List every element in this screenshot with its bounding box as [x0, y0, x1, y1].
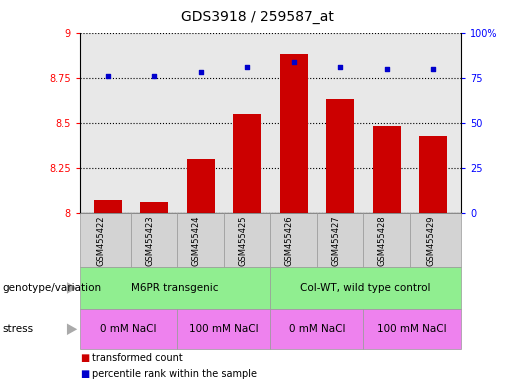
- Point: [336, 64, 344, 70]
- Text: genotype/variation: genotype/variation: [3, 283, 101, 293]
- Text: M6PR transgenic: M6PR transgenic: [131, 283, 219, 293]
- Text: transformed count: transformed count: [92, 353, 182, 363]
- Text: GSM455422: GSM455422: [96, 215, 106, 266]
- Point: [150, 73, 158, 79]
- Text: GSM455427: GSM455427: [331, 215, 340, 266]
- Text: 100 mM NaCl: 100 mM NaCl: [189, 324, 259, 334]
- Text: 0 mM NaCl: 0 mM NaCl: [288, 324, 345, 334]
- Text: Col-WT, wild type control: Col-WT, wild type control: [300, 283, 431, 293]
- Bar: [187, 159, 215, 213]
- Point: [383, 66, 391, 72]
- Bar: [373, 126, 401, 213]
- Text: stress: stress: [3, 324, 33, 334]
- Text: GSM455424: GSM455424: [192, 215, 201, 266]
- Point: [197, 69, 205, 75]
- Bar: [140, 202, 168, 213]
- Point: [429, 66, 437, 72]
- Bar: [326, 99, 354, 213]
- Point: [289, 58, 298, 65]
- Bar: [280, 54, 307, 213]
- Text: percentile rank within the sample: percentile rank within the sample: [92, 369, 256, 379]
- Text: GSM455428: GSM455428: [377, 215, 387, 266]
- Bar: [233, 114, 261, 213]
- Text: ■: ■: [80, 369, 89, 379]
- Point: [243, 64, 251, 70]
- Point: [104, 73, 112, 79]
- Bar: [419, 136, 447, 213]
- Text: GSM455423: GSM455423: [145, 215, 154, 266]
- Text: GSM455429: GSM455429: [426, 215, 435, 266]
- Text: 100 mM NaCl: 100 mM NaCl: [377, 324, 447, 334]
- Text: GSM455426: GSM455426: [285, 215, 294, 266]
- Text: GSM455425: GSM455425: [238, 215, 247, 266]
- Text: 0 mM NaCl: 0 mM NaCl: [100, 324, 157, 334]
- Text: GDS3918 / 259587_at: GDS3918 / 259587_at: [181, 10, 334, 23]
- Text: ■: ■: [80, 353, 89, 363]
- Bar: [94, 200, 122, 213]
